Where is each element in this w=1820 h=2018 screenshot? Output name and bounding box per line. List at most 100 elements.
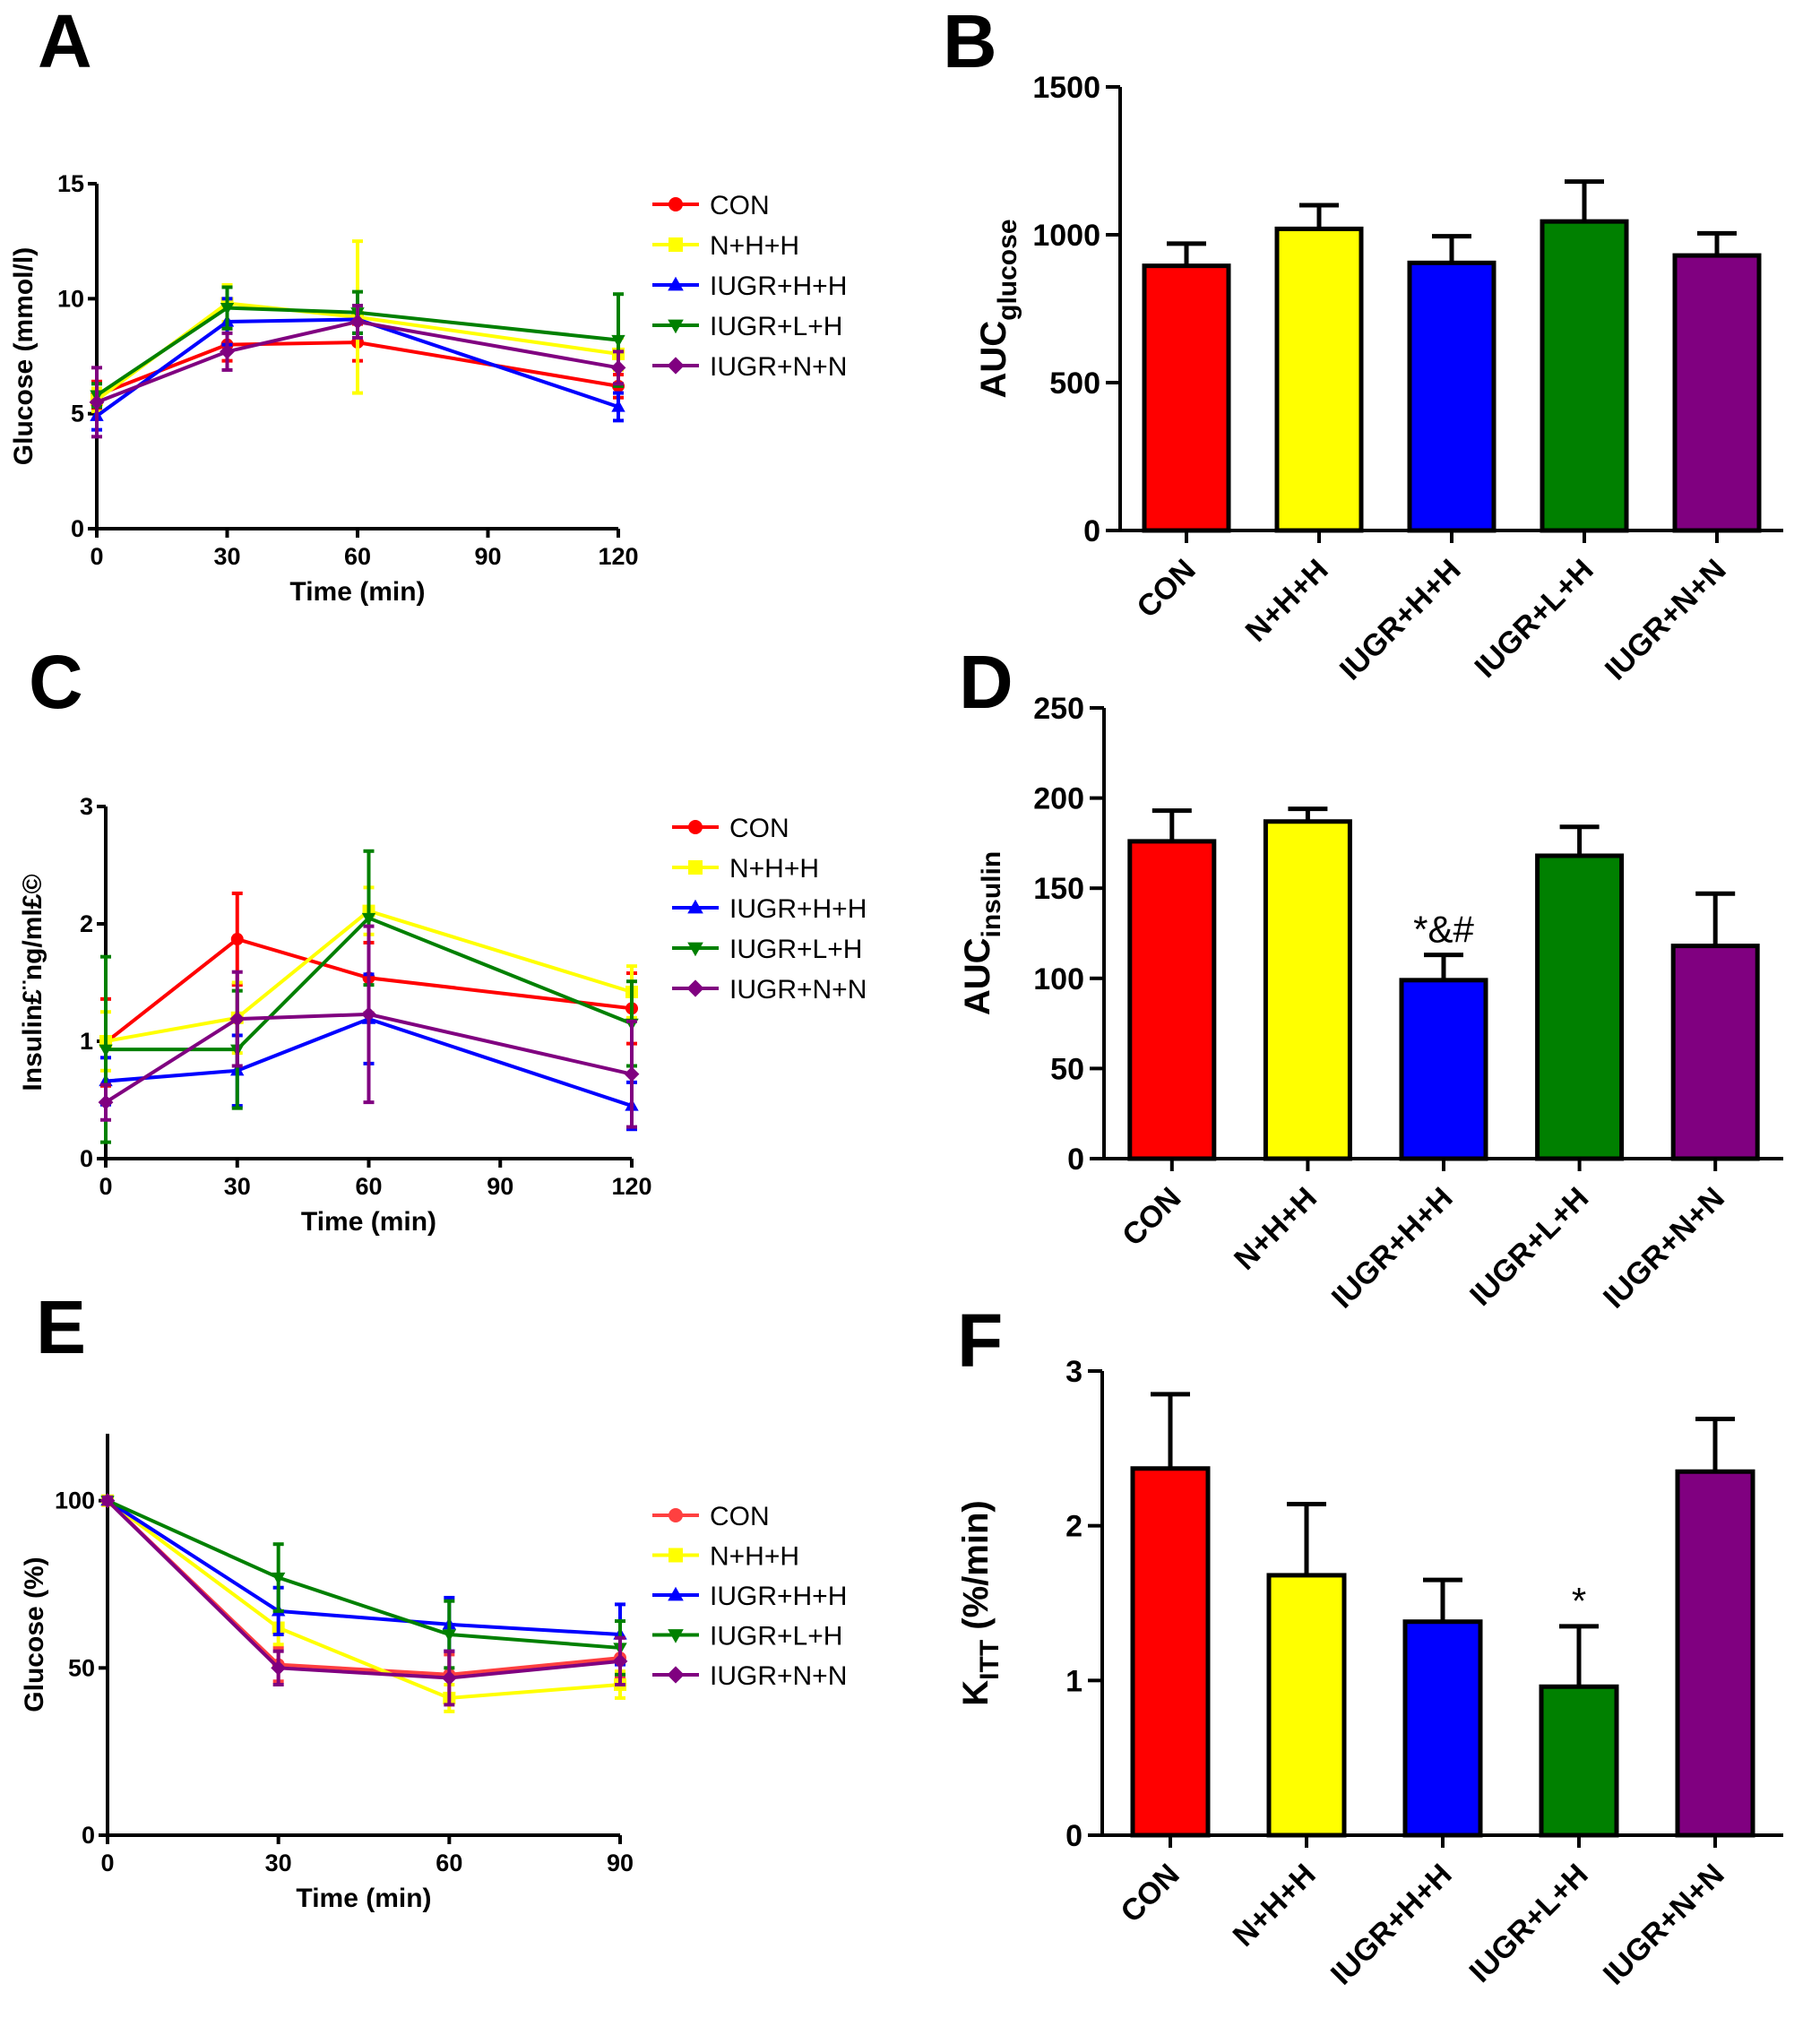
y-tick-label: 100 — [1033, 962, 1084, 996]
legend-label: CON — [710, 191, 770, 220]
x-tick-label: 60 — [436, 1850, 462, 1876]
series-IUGR+N+N — [98, 924, 640, 1129]
x-tick-label: 0 — [90, 543, 103, 570]
legend-label: N+H+H — [710, 1542, 799, 1572]
series-line — [104, 1012, 633, 1104]
y-tick-label: 0 — [1067, 1143, 1084, 1177]
category-label: N+H+H — [1227, 1858, 1323, 1953]
x-tick-label: 60 — [344, 543, 371, 570]
bar — [1535, 853, 1625, 1161]
series-line — [106, 1499, 621, 1680]
y-tick-label: 500 — [1049, 367, 1100, 401]
y-tick-label: 250 — [1033, 692, 1084, 726]
x-tick-label: 90 — [474, 543, 501, 570]
legend-label: IUGR+H+H — [710, 1582, 847, 1611]
bar — [1540, 219, 1629, 533]
bar — [1142, 263, 1231, 533]
data-point — [99, 1044, 113, 1057]
series-line — [95, 306, 619, 397]
category-label: N+H+H — [1239, 553, 1335, 649]
bar-group-IUGR+N+N: IUGR+N+N — [1597, 1417, 1755, 1992]
bar — [1402, 1619, 1483, 1838]
bar-group-N+H+H: N+H+H — [1228, 806, 1352, 1277]
x-tick-label: 0 — [100, 1850, 114, 1876]
y-tick-label: 200 — [1033, 782, 1084, 816]
data-point — [98, 1094, 114, 1110]
bar — [1670, 944, 1760, 1161]
bar — [1672, 253, 1762, 533]
x-axis-title: Time (min) — [289, 577, 425, 607]
y-tick-label: 2 — [80, 910, 93, 937]
legend-label: CON — [710, 1502, 770, 1531]
data-point — [230, 933, 244, 946]
series-line — [96, 319, 619, 404]
bar-group-IUGR+L+H: IUGR+L+H * — [1463, 1580, 1619, 1989]
y-axis-title-main: K — [956, 1680, 996, 1706]
bar — [1675, 1469, 1755, 1838]
panel-letter: A — [38, 0, 92, 83]
y-tick-label: 0 — [1065, 1819, 1083, 1853]
legend-label: IUGR+L+H — [729, 935, 862, 964]
bar-group-N+H+H: N+H+H — [1227, 1501, 1347, 1953]
y-tick-label: 0 — [1083, 514, 1100, 548]
y-tick-label: 1 — [80, 1028, 93, 1055]
series-line — [107, 1498, 621, 1650]
bar — [1274, 226, 1364, 533]
y-axis-title-sub: glucose — [993, 219, 1022, 320]
x-axis-title: Time (min) — [301, 1207, 436, 1237]
series-IUGR+H+H — [100, 1493, 627, 1667]
data-point — [610, 359, 626, 375]
category-label: IUGR+N+N — [1597, 1181, 1731, 1315]
y-tick-label: 50 — [1050, 1052, 1084, 1086]
bar-group-CON: CON — [1116, 808, 1217, 1253]
data-point — [229, 1011, 246, 1027]
y-axis-title-sub: ITT — [975, 1640, 1005, 1680]
series-line — [106, 1499, 621, 1677]
legend: CON N+H+H IUGR+H+H IUGR+L+H IUGR+N+N — [672, 814, 867, 1005]
x-tick-label: 90 — [607, 1850, 634, 1876]
panel-E: E 0 50 100 0 30 60 90 Time (min) Glucose (%) CON N+… — [20, 1285, 847, 1913]
bar-group-CON: CON — [1114, 1392, 1211, 1929]
y-tick-label: 100 — [55, 1488, 95, 1514]
legend-label: CON — [729, 814, 789, 843]
legend-marker — [668, 1586, 684, 1601]
x-tick-label: 120 — [611, 1173, 651, 1200]
y-tick-label: 1500 — [1032, 71, 1100, 105]
legend-marker — [668, 197, 683, 211]
category-label: IUGR+N+N — [1599, 553, 1733, 687]
y-axis-title: Insulin£¨ng/ml£© — [18, 874, 47, 1091]
legend-marker — [668, 1548, 683, 1563]
y-tick-label: 0 — [82, 1822, 95, 1849]
category-label: IUGR+H+H — [1324, 1858, 1459, 1992]
panel-letter: D — [959, 640, 1014, 724]
series-line — [95, 317, 619, 418]
data-point — [271, 1572, 286, 1585]
series-IUGR+N+N — [99, 1493, 628, 1707]
legend-marker — [668, 319, 684, 334]
y-axis-title: AUCinsulin — [958, 851, 1006, 1015]
y-axis-title: AUCglucose — [974, 219, 1022, 398]
data-point — [361, 1006, 376, 1022]
category-label: IUGR+N+N — [1597, 1858, 1731, 1992]
y-tick-label: 150 — [1033, 872, 1084, 906]
legend-label: N+H+H — [710, 231, 799, 261]
series-line — [105, 1016, 633, 1108]
data-point — [611, 334, 625, 348]
data-point — [442, 1629, 457, 1643]
significance-annotation: * — [1572, 1580, 1586, 1622]
y-tick-label: 15 — [57, 170, 84, 197]
category-label: IUGR+H+H — [1333, 553, 1468, 687]
y-axis-title-sub: insulin — [977, 851, 1006, 938]
legend-marker — [668, 1508, 683, 1522]
legend-marker — [687, 899, 703, 914]
legend-marker — [688, 860, 703, 875]
series-line — [104, 936, 633, 1044]
y-axis-title-suffix: (%/min) — [956, 1500, 996, 1640]
data-point — [441, 1670, 457, 1686]
y-tick-label: 1000 — [1032, 219, 1100, 253]
data-point — [271, 1660, 287, 1676]
legend-marker — [688, 820, 703, 834]
panel-letter: B — [943, 0, 997, 83]
